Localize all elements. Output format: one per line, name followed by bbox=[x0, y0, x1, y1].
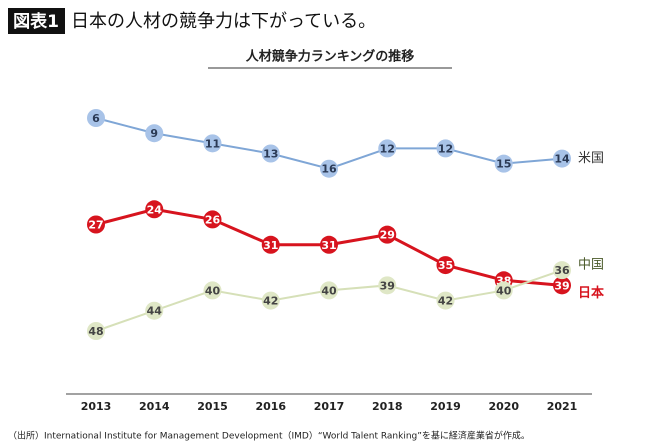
data-label: 36 bbox=[554, 264, 570, 277]
data-label: 12 bbox=[438, 142, 453, 155]
marker bbox=[87, 322, 105, 340]
data-label: 42 bbox=[438, 295, 453, 308]
x-tick-label: 2015 bbox=[197, 400, 228, 413]
data-label: 12 bbox=[380, 142, 395, 155]
data-label: 39 bbox=[380, 279, 395, 292]
marker bbox=[87, 109, 105, 127]
x-tick-label: 2016 bbox=[255, 400, 286, 413]
x-tick-label: 2013 bbox=[81, 400, 112, 413]
data-label: 31 bbox=[263, 239, 278, 252]
series-label: 中国 bbox=[578, 258, 604, 273]
marker bbox=[261, 144, 280, 163]
marker bbox=[203, 134, 222, 153]
data-label: 29 bbox=[380, 229, 395, 242]
marker bbox=[436, 139, 455, 158]
marker bbox=[261, 235, 280, 254]
chart-title: 人材競争力ランキングの推移 bbox=[246, 49, 415, 65]
marker bbox=[145, 200, 164, 219]
source: （出所）International Institute for Manageme… bbox=[8, 430, 530, 442]
series-label: 日本 bbox=[578, 285, 604, 301]
marker bbox=[378, 276, 397, 295]
data-label: 16 bbox=[321, 163, 337, 176]
marker bbox=[203, 210, 222, 229]
tag: 図表1 bbox=[13, 11, 59, 32]
marker bbox=[436, 256, 455, 275]
page-title: 日本の人材の競争力は下がっている。 bbox=[71, 11, 376, 32]
data-label: 11 bbox=[205, 137, 220, 150]
data-label: 39 bbox=[554, 279, 569, 292]
data-label: 44 bbox=[147, 305, 163, 318]
marker bbox=[145, 301, 164, 320]
series-label: 米国 bbox=[578, 151, 604, 166]
data-label: 27 bbox=[88, 219, 103, 232]
data-label: 13 bbox=[263, 148, 278, 161]
marker bbox=[378, 139, 397, 158]
data-label: 15 bbox=[496, 158, 511, 171]
marker bbox=[494, 154, 513, 173]
marker bbox=[320, 281, 338, 300]
marker bbox=[378, 225, 397, 244]
data-label: 40 bbox=[205, 284, 221, 297]
marker bbox=[494, 281, 513, 300]
data-label: 31 bbox=[321, 239, 336, 252]
data-label: 48 bbox=[88, 325, 103, 338]
data-label: 40 bbox=[496, 284, 512, 297]
marker bbox=[320, 159, 338, 178]
marker bbox=[553, 276, 571, 295]
x-tick-label: 2019 bbox=[430, 400, 461, 413]
series-line bbox=[95, 269, 563, 332]
marker bbox=[261, 291, 280, 310]
marker bbox=[145, 124, 164, 143]
x-tick-label: 2018 bbox=[372, 400, 403, 413]
data-label: 42 bbox=[263, 295, 278, 308]
marker bbox=[203, 281, 222, 300]
marker bbox=[87, 215, 105, 234]
tag-box bbox=[8, 8, 65, 34]
marker bbox=[553, 261, 571, 280]
data-label: 9 bbox=[150, 127, 158, 140]
x-tick-label: 2020 bbox=[488, 400, 519, 413]
x-tick-label: 2014 bbox=[139, 400, 170, 413]
data-label: 26 bbox=[205, 213, 221, 226]
x-tick-label: 2021 bbox=[547, 400, 578, 413]
data-label: 40 bbox=[321, 284, 337, 297]
data-label: 24 bbox=[147, 203, 163, 216]
data-label: 6 bbox=[92, 112, 100, 125]
marker bbox=[436, 291, 455, 310]
data-label: 35 bbox=[438, 259, 453, 272]
data-label: 14 bbox=[554, 153, 570, 166]
marker bbox=[320, 235, 338, 254]
x-tick-label: 2017 bbox=[314, 400, 345, 413]
marker bbox=[553, 149, 571, 168]
